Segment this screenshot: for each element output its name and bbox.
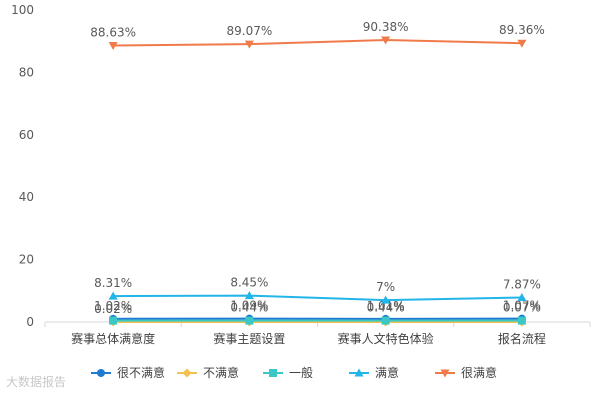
legend-label: 不满意 [203, 365, 239, 380]
legend-marker [183, 369, 192, 378]
data-label: 8.31% [94, 276, 132, 290]
data-point [382, 317, 390, 325]
data-label: 7.87% [503, 277, 541, 291]
data-label: 0.07% [503, 301, 541, 315]
legend-label: 满意 [375, 365, 399, 380]
data-label: 0.02% [94, 302, 132, 316]
data-label: 89.36% [499, 23, 545, 37]
y-tick-label: 80 [19, 65, 34, 79]
legend-label: 很满意 [461, 365, 497, 380]
data-label: 7% [376, 280, 395, 294]
series-line [113, 40, 522, 45]
legend-label: 一般 [289, 365, 313, 380]
data-point [518, 317, 526, 325]
y-tick-label: 40 [19, 190, 34, 204]
legend-marker [269, 369, 277, 377]
x-tick-label: 赛事主题设置 [213, 331, 285, 346]
x-tick-label: 报名流程 [498, 331, 546, 346]
y-tick-label: 0 [26, 315, 34, 329]
data-point [109, 317, 117, 325]
data-label: 8.45% [230, 276, 268, 290]
watermark: 大数据报告 [6, 373, 66, 390]
y-tick-label: 100 [11, 3, 34, 17]
x-tick-label: 赛事人文特色体验 [338, 331, 434, 346]
y-tick-label: 60 [19, 128, 34, 142]
data-label: 0.44% [230, 301, 268, 315]
y-tick-label: 20 [19, 253, 34, 267]
series-line [113, 296, 522, 301]
legend-label: 很不满意 [117, 365, 165, 380]
data-label: 89.07% [226, 24, 272, 38]
data-point [245, 317, 253, 325]
data-label: 88.63% [90, 25, 136, 39]
x-tick-label: 赛事总体满意度 [71, 331, 155, 346]
legend-marker [97, 369, 105, 377]
data-label: 90.38% [363, 20, 409, 34]
